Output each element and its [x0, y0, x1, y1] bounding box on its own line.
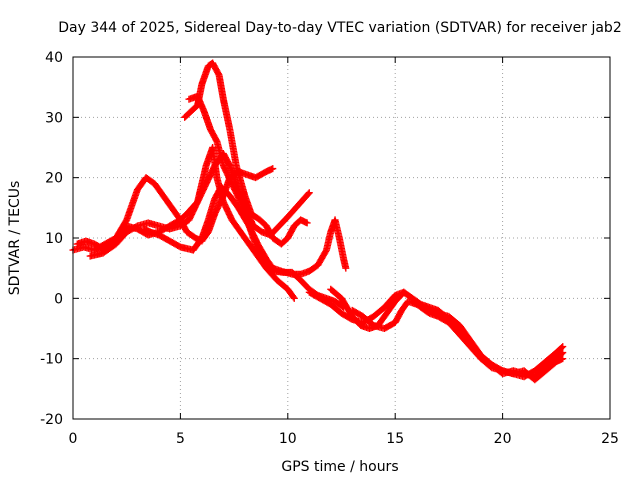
plus-marker — [289, 293, 297, 301]
plus-marker — [559, 355, 567, 363]
y-tick-label: 20 — [45, 171, 63, 187]
plus-marker — [269, 165, 277, 173]
plus-marker — [290, 294, 298, 302]
data-series — [69, 59, 567, 384]
y-tick-label: -10 — [40, 352, 63, 368]
y-tick-label: 10 — [45, 231, 63, 247]
series-s3 — [86, 144, 298, 302]
x-tick-label: 20 — [494, 431, 512, 447]
y-tick-label: 30 — [45, 110, 63, 126]
plus-marker — [303, 219, 311, 227]
series-s5 — [181, 59, 311, 248]
plus-marker — [559, 343, 567, 351]
x-tick-label: 10 — [279, 431, 297, 447]
series-s9 — [348, 297, 567, 384]
plus-marker — [305, 189, 313, 197]
plus-marker — [558, 344, 566, 352]
y-tick-label: 0 — [54, 291, 63, 307]
series-s6 — [185, 92, 348, 311]
y-tick-label: 40 — [45, 50, 63, 66]
axis-ticks: 0 5 10 15 20 25 -20 -10 0 10 20 30 40 — [40, 50, 619, 447]
x-axis-label: GPS time / hours — [281, 459, 398, 475]
plus-marker — [304, 190, 312, 198]
chart-title: Day 344 of 2025, Sidereal Day-to-day VTE… — [58, 20, 621, 36]
plus-marker — [342, 264, 350, 272]
series-s8 — [327, 285, 567, 381]
x-tick-label: 0 — [69, 431, 78, 447]
y-tick-label: -20 — [40, 412, 63, 428]
x-tick-label: 25 — [601, 431, 619, 447]
x-tick-label: 5 — [176, 431, 185, 447]
x-tick-label: 15 — [386, 431, 404, 447]
y-axis-label: SDTVAR / TECUs — [7, 181, 23, 296]
